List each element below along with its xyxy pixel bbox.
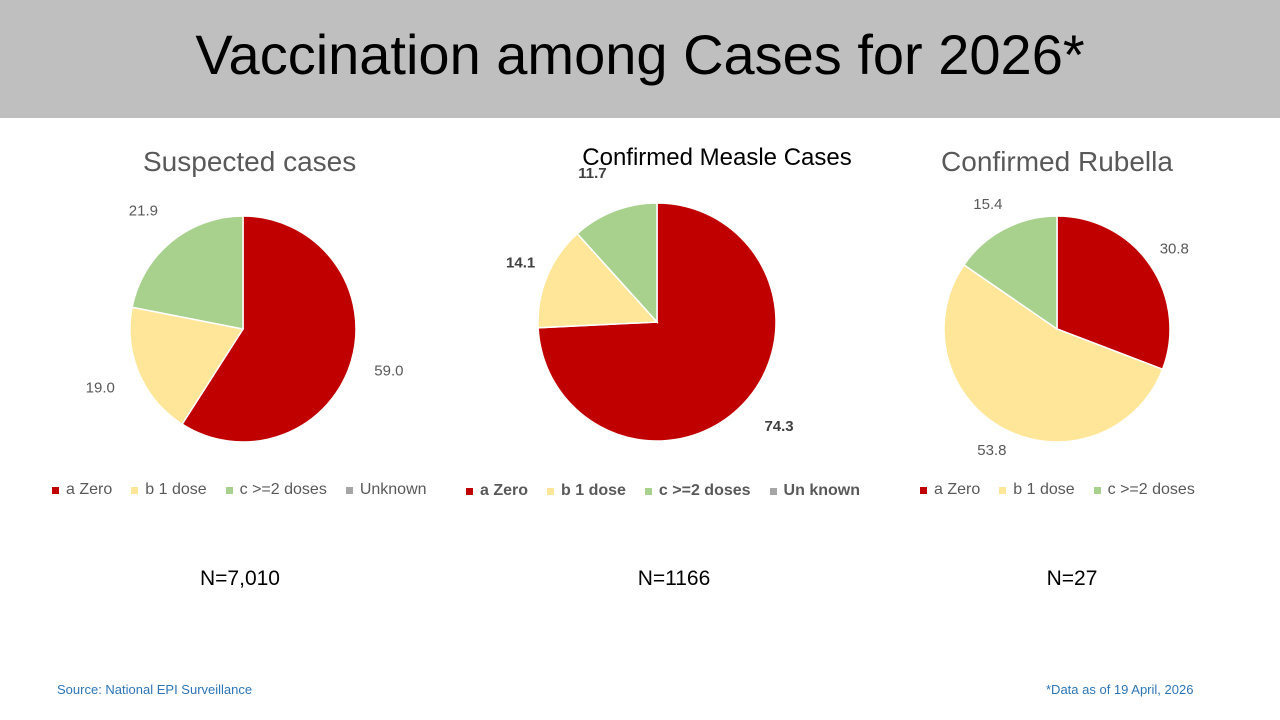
data-label: 59.0 [374, 363, 403, 380]
pie-chart-measles: 74.3 14.1 11.7 [506, 165, 794, 442]
legend-item: Un known [769, 482, 860, 500]
legend-item: c >=2 doses [225, 481, 327, 499]
legend-label: a Zero [934, 481, 981, 498]
legend-swatch-icon [547, 487, 555, 495]
legend-suspected: a Zero b 1 dose c >=2 doses Unknown [52, 481, 427, 499]
data-label: 53.8 [977, 442, 1006, 459]
legend-label: b 1 dose [561, 482, 626, 499]
legend-label: b 1 dose [1013, 481, 1075, 498]
legend-label: c >=2 doses [1107, 481, 1195, 498]
legend-measles: a Zero b 1 dose c >=2 doses Un known [466, 482, 860, 500]
legend-rubella: a Zero b 1 dose c >=2 doses [920, 481, 1195, 499]
data-label: 19.0 [86, 380, 115, 397]
pie-chart-rubella: 30.8 53.8 15.4 [943, 196, 1189, 459]
title-bar: Vaccination among Cases for 2026* [0, 0, 1280, 118]
data-label: 74.3 [764, 418, 793, 435]
data-label: 21.9 [129, 203, 158, 220]
n-label-measles: N=1166 [637, 567, 711, 590]
legend-item: a Zero [466, 482, 528, 500]
legend-swatch-icon [920, 486, 927, 494]
legend-swatch-icon [225, 486, 233, 494]
pie-slice-b-1-dose [129, 306, 245, 426]
legend-label: c >=2 doses [239, 481, 327, 498]
slide-title: Vaccination among Cases for 2026* [195, 23, 1085, 86]
data-label: 30.8 [1160, 241, 1189, 258]
legend-label: c >=2 doses [658, 482, 751, 499]
data-label: 14.1 [506, 255, 535, 272]
legend-label: b 1 dose [145, 481, 207, 498]
pie-slice-c-2-doses [576, 202, 658, 324]
legend-item: b 1 dose [547, 482, 626, 500]
legend-swatch-icon [52, 486, 59, 494]
legend-item: b 1 dose [131, 481, 207, 499]
chart-title-suspected: Suspected cases [143, 146, 357, 177]
pie-slice-c-2-doses [131, 215, 244, 330]
legend-swatch-icon [466, 487, 473, 495]
source-note: Source: National EPI Surveillance [57, 682, 253, 697]
data-date-note: *Data as of 19 April, 2026 [1046, 682, 1194, 697]
chart-title-rubella: Confirmed Rubella [941, 146, 1173, 177]
legend-item: a Zero [920, 481, 980, 499]
legend-item: b 1 dose [999, 481, 1075, 499]
pie-slice-c-2-doses [962, 215, 1058, 331]
legend-label: a Zero [66, 481, 113, 498]
legend-label: a Zero [480, 482, 529, 499]
n-label-rubella: N=27 [1046, 567, 1098, 590]
pie-chart-suspected: 59.0 19.0 21.9 [86, 203, 403, 443]
data-label: 15.4 [973, 196, 1002, 213]
legend-item: Unknown [345, 481, 427, 499]
pie-slice-a-zero [1056, 215, 1171, 371]
legend-item: c >=2 doses [644, 482, 751, 500]
legend-label: Unknown [359, 481, 427, 498]
pie-slice-a-zero [181, 215, 357, 443]
legend-swatch-icon [1093, 486, 1101, 494]
legend-swatch-icon [999, 486, 1007, 494]
legend-swatch-icon [131, 486, 139, 494]
legend-swatch-icon [644, 487, 652, 495]
n-label-suspected: N=7,010 [200, 567, 280, 590]
legend-swatch-icon [345, 486, 353, 494]
chart-title-measles: Confirmed Measle Cases [582, 144, 852, 171]
legend-swatch-icon [769, 487, 777, 495]
legend-item: c >=2 doses [1093, 481, 1195, 499]
pie-slice-b-1-dose [537, 232, 659, 329]
data-label: 11.7 [578, 165, 606, 182]
legend-item: a Zero [52, 481, 112, 499]
pie-slice-b-1-dose [943, 263, 1164, 443]
legend-label: Un known [783, 482, 860, 499]
